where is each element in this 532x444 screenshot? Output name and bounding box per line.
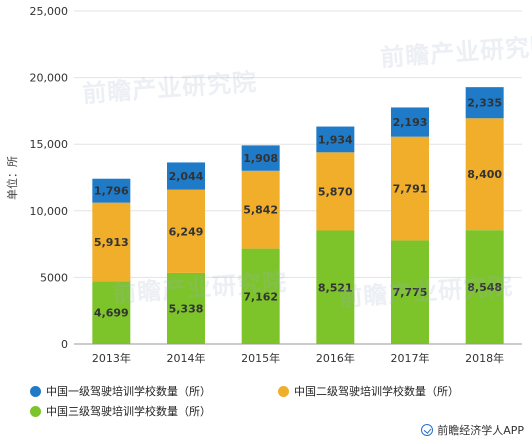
bar-segment [92, 178, 131, 203]
legend-dot-icon [30, 405, 41, 417]
y-tick-label: 0 [61, 338, 68, 351]
x-tick-label: 2014年 [167, 351, 206, 365]
bar-segment [92, 202, 131, 282]
data-label: 5,870 [318, 185, 353, 198]
y-tick-label: 20,000 [30, 72, 69, 85]
data-label: 5,842 [243, 204, 278, 217]
data-label: 7,775 [393, 286, 428, 299]
data-label: 1,796 [94, 185, 129, 198]
bar-segment [316, 126, 355, 153]
legend-item-tier1: 中国一级驾驶培训学校数量（所） [30, 383, 211, 399]
legend-label: 中国三级驾驶培训学校数量（所） [46, 405, 211, 418]
footer-text: 前瞻经济学人APP [437, 424, 524, 437]
x-tick-label: 2017年 [391, 351, 430, 365]
data-label: 8,400 [467, 168, 502, 181]
data-label: 1,908 [243, 152, 278, 165]
bar-segment [241, 248, 280, 344]
data-label: 7,162 [243, 290, 278, 303]
y-axis-title: 单位：所 [5, 156, 19, 200]
legend-dot-icon [278, 385, 289, 397]
footer-brand: 前瞻经济学人APP [421, 422, 524, 438]
brand-logo-icon [421, 424, 434, 436]
bars: 4,699 5,913 1,796 5,338 6,249 2,044 7,162 5,842… [92, 87, 504, 344]
data-label: 2,044 [169, 170, 204, 183]
y-axis-ticks: 0 5000 10,000 15,000 20,000 25,000 [30, 5, 69, 351]
bar-segment [92, 281, 131, 344]
y-tick-label: 15,000 [30, 138, 69, 151]
bar-segment [167, 272, 205, 344]
y-tick-label: 10,000 [30, 205, 69, 218]
x-tick-label: 2018年 [465, 351, 504, 365]
data-label: 6,249 [169, 225, 204, 238]
bar-segment [241, 170, 280, 249]
y-tick-label: 5000 [40, 271, 68, 284]
grid-lines [74, 10, 522, 278]
bar-segment [391, 107, 429, 137]
legend-label: 中国二级驾驶培训学校数量（所） [294, 385, 459, 398]
x-axis-ticks: 2013年 2014年 2015年 2016年 2017年 2018年 [92, 351, 504, 365]
data-label: 4,699 [94, 307, 129, 320]
bar-segment [465, 118, 504, 231]
data-label: 2,193 [393, 116, 428, 129]
bar-segment [316, 230, 355, 344]
data-label: 8,521 [318, 281, 353, 294]
bar-segment [167, 162, 205, 190]
x-tick-label: 2016年 [316, 351, 355, 365]
data-label: 8,548 [467, 281, 502, 294]
bar-segment [465, 87, 504, 119]
data-label: 5,913 [94, 236, 129, 249]
data-label: 5,338 [169, 302, 204, 315]
data-label: 1,934 [318, 133, 353, 146]
bar-segment [465, 230, 504, 344]
bar-segment [241, 145, 280, 171]
legend-label: 中国一级驾驶培训学校数量（所） [46, 385, 211, 398]
y-tick-label: 25,000 [30, 5, 69, 18]
bar-segment [167, 189, 205, 273]
bar-segment [391, 240, 429, 344]
data-label: 2,335 [467, 97, 502, 110]
legend-dot-icon [30, 385, 41, 397]
bar-segment [316, 152, 355, 231]
x-tick-label: 2013年 [92, 351, 131, 365]
legend-item-tier2: 中国二级驾驶培训学校数量（所） [278, 383, 459, 399]
legend-item-tier3: 中国三级驾驶培训学校数量（所） [30, 403, 211, 419]
x-tick-label: 2015年 [241, 351, 280, 365]
bar-segment [391, 136, 429, 241]
data-label: 7,791 [393, 183, 428, 196]
